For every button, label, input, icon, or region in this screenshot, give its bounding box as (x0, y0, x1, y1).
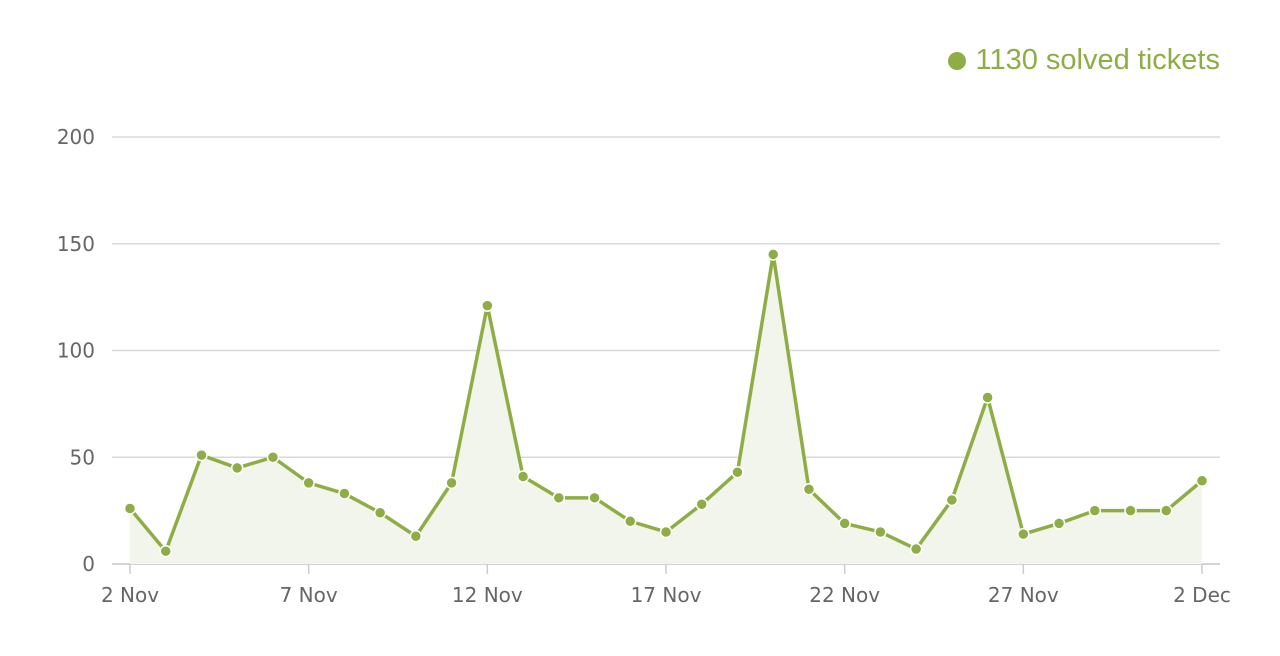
data-point (373, 506, 387, 520)
data-point (945, 493, 959, 507)
data-point (695, 497, 708, 511)
x-tick-label: 7 Nov (280, 583, 338, 607)
x-tick-label: 22 Nov (809, 583, 880, 607)
x-tick-label: 27 Nov (988, 583, 1059, 607)
data-point (552, 491, 566, 505)
series-area-fill (130, 254, 1202, 565)
y-tick-label: 100 (57, 339, 95, 363)
data-point (1195, 474, 1209, 487)
data-point (195, 448, 208, 462)
data-point (1052, 517, 1066, 530)
chart-legend[interactable]: 1130 solved tickets (947, 44, 1221, 77)
y-tick-label: 0 (82, 552, 95, 576)
data-point (909, 542, 923, 556)
data-point (445, 476, 458, 490)
data-point (302, 476, 315, 490)
data-point (1017, 527, 1030, 541)
data-point (838, 517, 851, 530)
data-point (731, 465, 744, 479)
data-point (123, 502, 137, 515)
x-tick-label: 12 Nov (452, 583, 523, 607)
x-tick-label: 2 Nov (101, 583, 159, 607)
legend-marker-icon (947, 51, 966, 70)
data-point (874, 525, 887, 539)
data-point (766, 248, 780, 261)
data-point (1160, 504, 1173, 517)
data-point (230, 461, 244, 475)
data-point (338, 487, 351, 500)
legend-label: 1130 solved tickets (975, 44, 1221, 76)
y-tick-label: 150 (57, 232, 95, 256)
data-point (659, 525, 673, 539)
data-point (481, 299, 494, 312)
x-tick-label: 2 Dec (1173, 583, 1231, 607)
data-point (802, 483, 816, 496)
data-point (1088, 504, 1102, 517)
data-point (624, 515, 637, 528)
x-tick-label: 17 Nov (631, 583, 702, 607)
data-point (981, 391, 994, 404)
data-point (516, 470, 530, 483)
y-tick-label: 200 (57, 125, 95, 149)
y-tick-label: 50 (70, 445, 95, 469)
data-point (588, 491, 601, 505)
data-point (1124, 504, 1137, 517)
data-point (159, 544, 172, 558)
data-point (266, 451, 280, 464)
data-point (409, 529, 423, 543)
